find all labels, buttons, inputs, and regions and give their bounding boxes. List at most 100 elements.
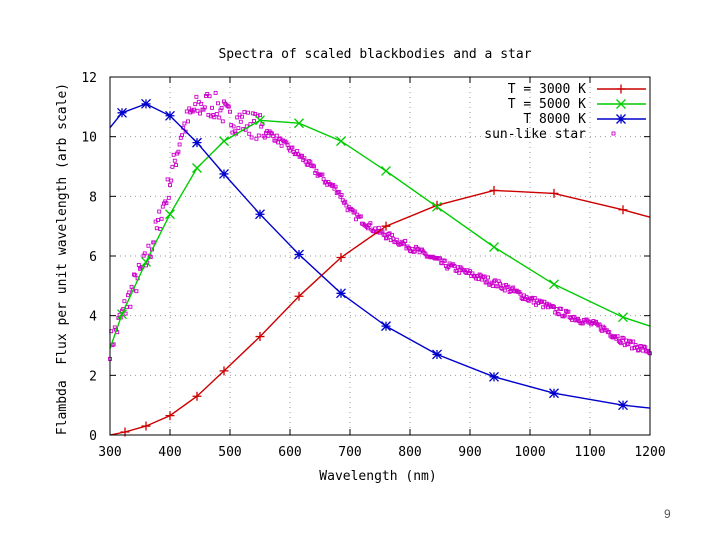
star-point bbox=[177, 142, 182, 147]
x-tick-label: 1000 bbox=[514, 445, 545, 460]
star-point bbox=[352, 209, 357, 214]
star-point bbox=[600, 328, 604, 333]
series-marker bbox=[294, 291, 304, 301]
star-point bbox=[174, 163, 178, 167]
star-point bbox=[385, 235, 390, 240]
star-point bbox=[171, 152, 176, 157]
star-point bbox=[468, 269, 472, 274]
series-marker bbox=[432, 349, 442, 360]
star-point bbox=[254, 136, 259, 141]
star-point bbox=[300, 153, 304, 158]
star-point bbox=[256, 133, 261, 138]
star-point bbox=[240, 114, 244, 119]
star-point bbox=[403, 239, 408, 243]
series-marker bbox=[336, 252, 346, 262]
star-point bbox=[520, 297, 525, 302]
star-point bbox=[511, 285, 516, 290]
star-point bbox=[501, 283, 506, 288]
star-point bbox=[490, 284, 495, 288]
star-point bbox=[498, 281, 502, 286]
series-marker bbox=[618, 312, 628, 323]
star-point bbox=[640, 348, 645, 353]
star-point bbox=[621, 336, 626, 341]
series-marker bbox=[381, 166, 391, 176]
star-point bbox=[216, 101, 220, 106]
x-tick-label: 400 bbox=[158, 445, 181, 460]
series-marker bbox=[141, 257, 151, 267]
star-point bbox=[452, 263, 457, 268]
star-point bbox=[242, 110, 247, 115]
star-point bbox=[237, 112, 242, 117]
star-point bbox=[196, 99, 201, 104]
y-tick-label: 0 bbox=[89, 429, 97, 444]
star-point bbox=[630, 346, 634, 351]
star-point bbox=[559, 307, 564, 311]
series-marker bbox=[336, 288, 346, 299]
star-point bbox=[566, 309, 571, 314]
star-point bbox=[506, 284, 511, 289]
star-point bbox=[482, 274, 487, 279]
star-point bbox=[246, 110, 250, 115]
star-point bbox=[238, 119, 243, 124]
star-point bbox=[249, 135, 254, 140]
series-marker bbox=[381, 221, 391, 231]
star-point bbox=[274, 133, 279, 138]
star-point bbox=[622, 343, 627, 348]
star-point bbox=[484, 279, 489, 284]
star-point bbox=[486, 275, 490, 280]
series-marker bbox=[432, 201, 442, 212]
star-point bbox=[207, 94, 212, 99]
star-point bbox=[624, 338, 628, 343]
series-marker bbox=[381, 321, 391, 332]
star-point bbox=[186, 119, 190, 124]
series-marker bbox=[549, 279, 559, 290]
star-point bbox=[412, 249, 417, 254]
star-point bbox=[540, 299, 544, 304]
star-point bbox=[607, 330, 612, 335]
legend-marker bbox=[616, 99, 626, 109]
star-point bbox=[252, 119, 256, 124]
series-marker bbox=[618, 400, 628, 411]
legend-label: T = 3000 K bbox=[508, 82, 586, 97]
y-tick-label: 2 bbox=[89, 369, 97, 384]
series-marker bbox=[489, 185, 499, 195]
star-point bbox=[615, 334, 620, 339]
series-marker bbox=[165, 209, 175, 220]
star-point bbox=[373, 226, 378, 231]
series-marker bbox=[549, 388, 559, 399]
star-point bbox=[164, 201, 169, 206]
star-point bbox=[217, 115, 222, 120]
star-point bbox=[183, 129, 188, 134]
star-point bbox=[198, 111, 202, 116]
series-marker bbox=[165, 411, 175, 421]
x-tick-label: 500 bbox=[218, 445, 241, 460]
star-point bbox=[442, 258, 447, 263]
series-marker bbox=[141, 421, 151, 431]
series-marker bbox=[141, 98, 151, 109]
series-marker bbox=[255, 209, 265, 220]
star-point bbox=[165, 177, 170, 182]
x-axis-label: Wavelength (nm) bbox=[319, 469, 436, 484]
star-point bbox=[337, 190, 342, 195]
star-point bbox=[306, 162, 310, 167]
y-tick-label: 4 bbox=[89, 310, 97, 325]
series-marker bbox=[618, 205, 628, 215]
star-point bbox=[199, 101, 204, 106]
star-point bbox=[210, 105, 214, 110]
star-point bbox=[142, 251, 147, 256]
star-point bbox=[262, 135, 267, 140]
series-sun-like-star bbox=[108, 90, 652, 361]
series-marker bbox=[219, 366, 229, 376]
star-point bbox=[391, 236, 396, 241]
x-tick-label: 1200 bbox=[634, 445, 665, 460]
series-marker bbox=[219, 136, 229, 147]
star-point bbox=[308, 160, 313, 165]
plot-series bbox=[108, 90, 652, 437]
star-point bbox=[134, 289, 139, 294]
star-point bbox=[220, 119, 225, 124]
y-tick-label: 10 bbox=[81, 131, 97, 146]
series-marker bbox=[255, 115, 265, 126]
star-point bbox=[320, 172, 325, 177]
star-point bbox=[358, 214, 363, 219]
